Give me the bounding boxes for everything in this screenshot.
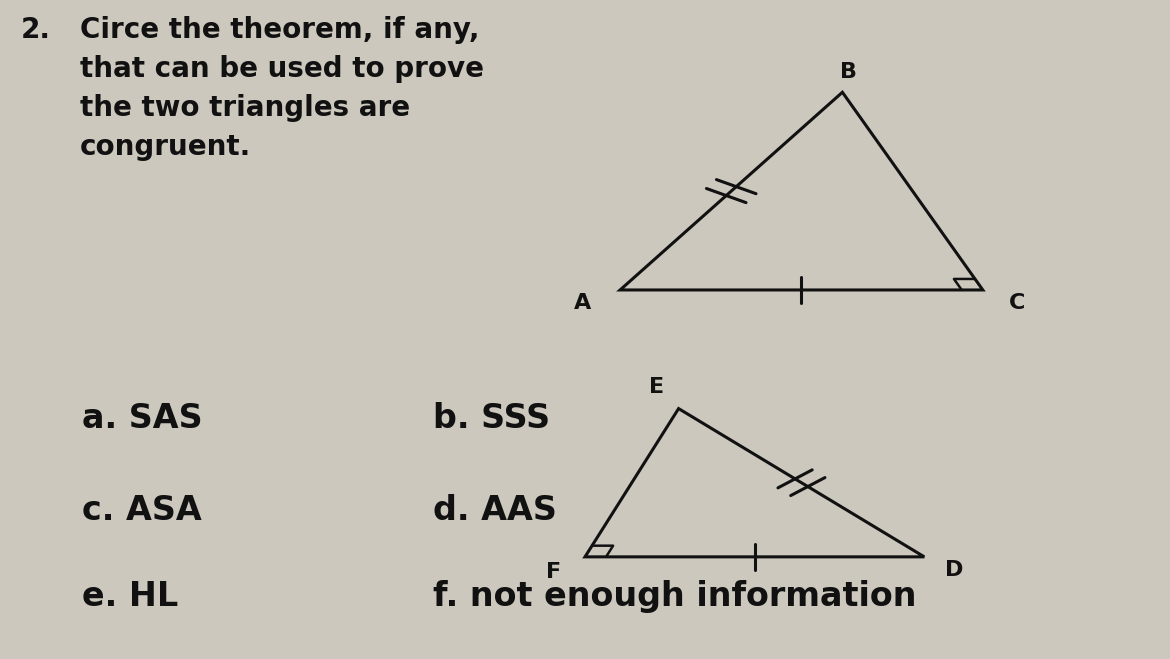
Text: a. SAS: a. SAS bbox=[82, 402, 202, 435]
Text: e. HL: e. HL bbox=[82, 580, 178, 613]
Text: c. ASA: c. ASA bbox=[82, 494, 201, 527]
Text: d. AAS: d. AAS bbox=[433, 494, 557, 527]
Text: F: F bbox=[546, 562, 562, 582]
Text: A: A bbox=[573, 293, 591, 313]
Text: b. SSS: b. SSS bbox=[433, 402, 550, 435]
Text: C: C bbox=[1009, 293, 1025, 313]
Text: B: B bbox=[840, 63, 856, 82]
Text: D: D bbox=[945, 560, 964, 580]
Text: E: E bbox=[649, 377, 665, 397]
Text: 2.: 2. bbox=[21, 16, 51, 44]
Text: Circe the theorem, if any,
that can be used to prove
the two triangles are
congr: Circe the theorem, if any, that can be u… bbox=[80, 16, 483, 161]
Text: f. not enough information: f. not enough information bbox=[433, 580, 916, 613]
